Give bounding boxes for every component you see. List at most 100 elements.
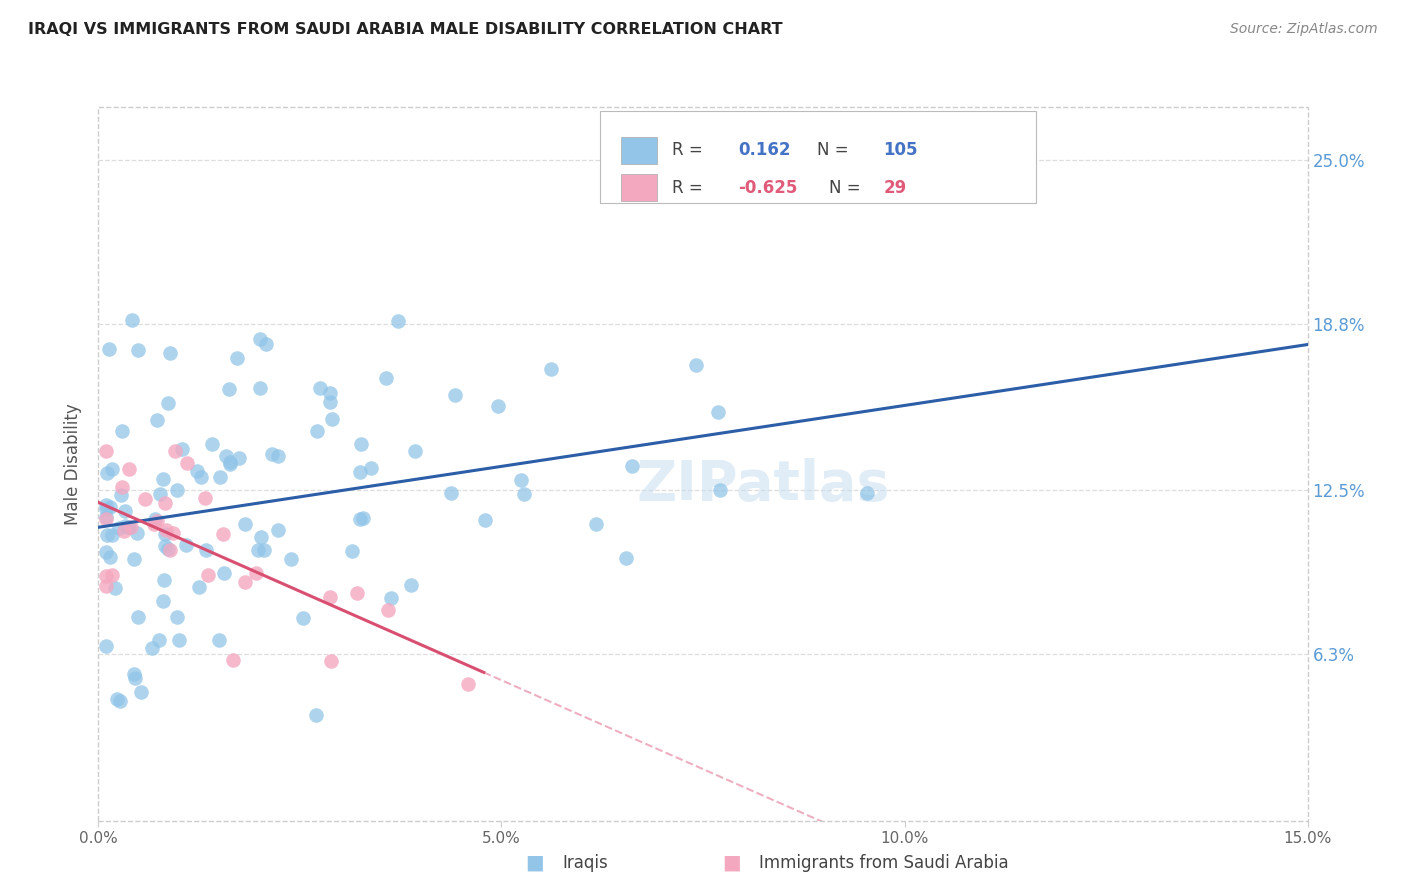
Point <box>309 381 332 395</box>
Point <box>148 633 170 648</box>
Text: ▪: ▪ <box>721 848 741 877</box>
Point <box>253 542 276 557</box>
Point <box>404 443 426 458</box>
Point <box>374 371 396 385</box>
Point <box>110 694 132 708</box>
Point <box>221 653 243 667</box>
Point <box>162 525 184 540</box>
Point <box>96 502 118 516</box>
Point <box>709 483 731 497</box>
Point <box>98 549 121 564</box>
Point <box>96 510 118 524</box>
Point <box>153 539 176 553</box>
Point <box>349 465 371 479</box>
Point <box>509 473 531 487</box>
Point <box>350 437 373 451</box>
Point <box>111 481 134 495</box>
Point <box>96 579 118 593</box>
Text: 105: 105 <box>883 141 918 159</box>
Point <box>856 486 879 500</box>
Point <box>149 487 172 501</box>
Point <box>96 443 118 458</box>
Point <box>124 551 146 566</box>
Point <box>291 610 314 624</box>
Point <box>305 707 328 722</box>
Point <box>174 538 197 552</box>
Point <box>129 685 152 699</box>
Text: N =: N = <box>817 141 848 159</box>
Point <box>155 526 177 541</box>
Point <box>267 449 290 463</box>
Point <box>96 639 118 653</box>
Point <box>112 524 135 538</box>
Point <box>197 568 219 582</box>
Point <box>170 442 193 456</box>
Point <box>153 573 176 587</box>
FancyBboxPatch shape <box>621 174 657 202</box>
Point <box>401 578 423 592</box>
FancyBboxPatch shape <box>621 136 657 164</box>
Point <box>176 457 198 471</box>
Point <box>226 351 249 366</box>
Point <box>486 399 509 413</box>
Point <box>122 667 145 681</box>
Point <box>214 566 236 581</box>
Point <box>187 580 209 594</box>
Text: Iraqis: Iraqis <box>562 854 609 871</box>
Point <box>218 382 240 396</box>
Point <box>190 469 212 483</box>
Point <box>246 543 269 558</box>
Point <box>194 491 217 505</box>
Point <box>96 569 118 583</box>
Point <box>107 521 129 535</box>
Point <box>360 461 382 475</box>
Point <box>228 451 250 466</box>
Point <box>114 504 136 518</box>
Point <box>96 545 118 559</box>
Point <box>319 590 342 604</box>
Point <box>440 486 463 500</box>
Point <box>319 394 342 409</box>
Point <box>120 520 142 534</box>
Point <box>186 464 208 478</box>
Point <box>98 500 121 514</box>
Point <box>245 566 267 580</box>
Point <box>219 455 242 469</box>
Point <box>159 543 181 558</box>
Point <box>159 346 181 360</box>
Point <box>540 361 562 376</box>
Point <box>110 424 132 438</box>
Point <box>208 470 231 484</box>
Point <box>117 520 139 534</box>
Point <box>152 593 174 607</box>
Point <box>146 413 169 427</box>
Point <box>169 632 191 647</box>
Point <box>211 526 233 541</box>
Text: ZIPatlas: ZIPatlas <box>637 458 890 512</box>
Point <box>340 543 363 558</box>
Point <box>380 591 402 605</box>
Text: 0.162: 0.162 <box>738 141 790 159</box>
Point <box>155 495 177 509</box>
Point <box>201 437 224 451</box>
Text: -0.625: -0.625 <box>738 178 797 197</box>
Text: Immigrants from Saudi Arabia: Immigrants from Saudi Arabia <box>759 854 1010 871</box>
Point <box>195 542 218 557</box>
Point <box>166 610 188 624</box>
Point <box>267 523 290 537</box>
Point <box>165 443 187 458</box>
Point <box>218 457 240 471</box>
Point <box>249 332 271 346</box>
Text: N =: N = <box>828 178 860 197</box>
Point <box>101 462 124 476</box>
Point <box>585 516 607 531</box>
Point <box>254 337 277 351</box>
Point <box>110 488 132 502</box>
Point <box>349 512 371 526</box>
Text: R =: R = <box>672 178 703 197</box>
Point <box>105 692 128 706</box>
Point <box>157 542 180 557</box>
Point <box>233 575 256 590</box>
Point <box>134 491 156 506</box>
Text: IRAQI VS IMMIGRANTS FROM SAUDI ARABIA MALE DISABILITY CORRELATION CHART: IRAQI VS IMMIGRANTS FROM SAUDI ARABIA MA… <box>28 22 783 37</box>
